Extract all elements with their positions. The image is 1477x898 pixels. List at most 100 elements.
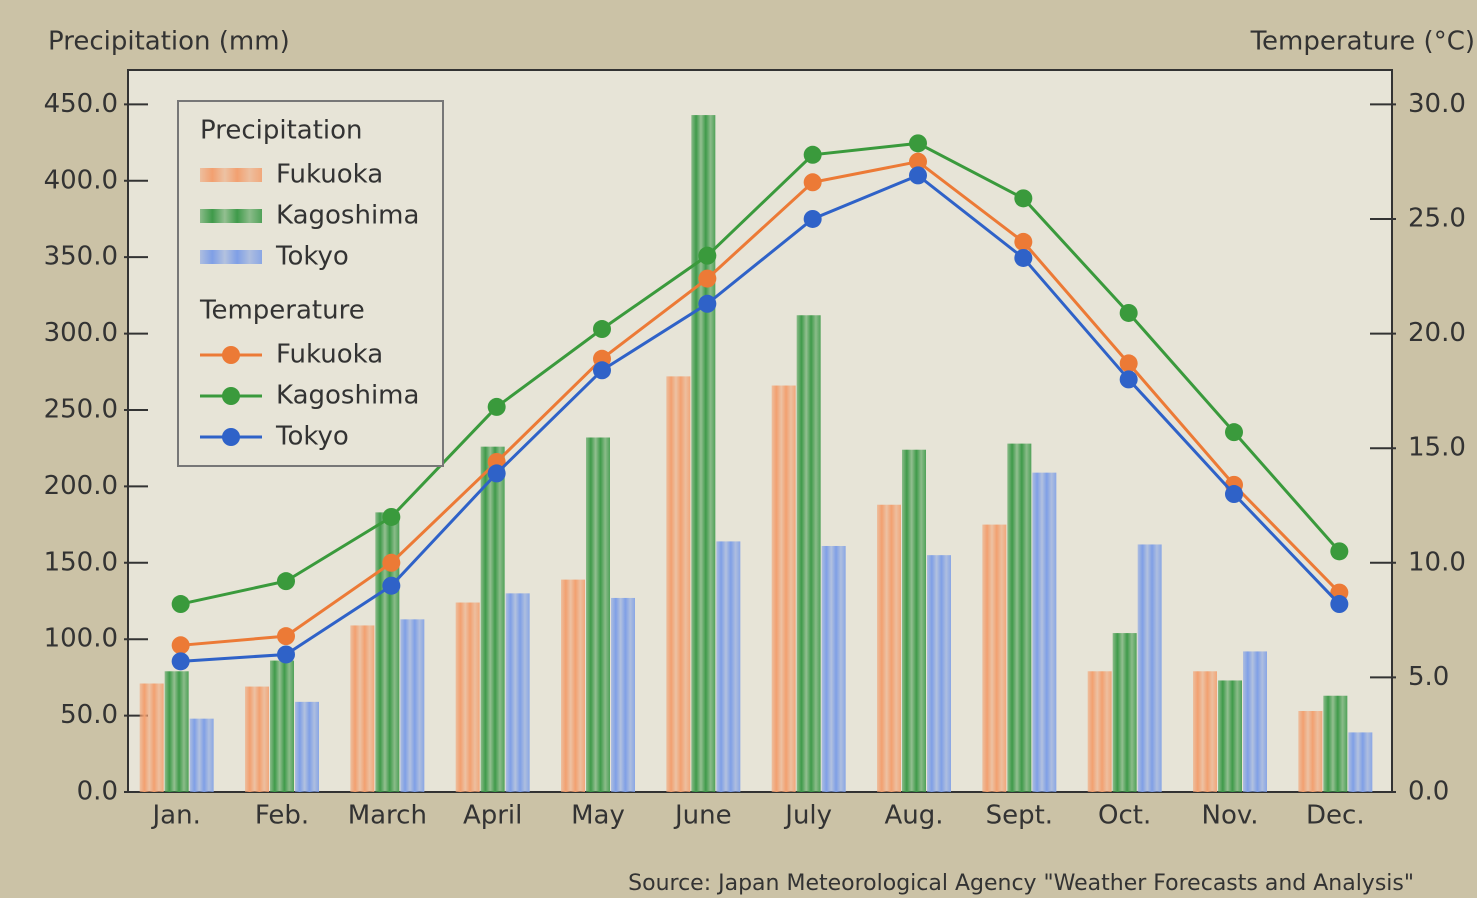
bar (666, 376, 691, 792)
line-marker (1014, 248, 1033, 267)
line-marker (698, 269, 717, 288)
x-tick-label: June (673, 801, 732, 831)
line-marker (1014, 232, 1033, 251)
bar (691, 115, 716, 792)
line-marker (382, 576, 401, 595)
x-tick-label: Feb. (255, 801, 309, 831)
bar (480, 446, 505, 792)
line-marker (1225, 485, 1243, 504)
bar (902, 449, 926, 792)
legend-swatch (222, 387, 240, 405)
line (180, 160, 1341, 647)
line-marker (1330, 595, 1349, 614)
legend-swatch (200, 168, 262, 182)
y2-tick-label: 15.0 (1408, 433, 1466, 463)
line-marker (487, 397, 506, 416)
bar (1007, 443, 1032, 792)
bar (561, 579, 585, 792)
line-marker (1330, 542, 1349, 561)
legend-box (177, 100, 444, 467)
bar (927, 555, 951, 792)
y-tick-label: 50.0 (60, 700, 118, 730)
legend-title: Precipitation (200, 116, 363, 146)
line-marker (593, 361, 611, 380)
source-note: Source: Japan Meteorological Agency "Wea… (628, 871, 1414, 896)
line-marker (277, 645, 295, 664)
bar (270, 660, 294, 792)
x-tick-label: April (463, 801, 522, 831)
bar (821, 545, 846, 792)
y2-tick-label: 0.0 (1408, 777, 1449, 807)
line-marker (803, 145, 822, 164)
y-axis-title: Precipitation (mm) (48, 27, 290, 57)
y-tick-label: 200.0 (44, 471, 118, 501)
bar (877, 504, 901, 792)
bar (375, 512, 400, 792)
line (180, 173, 1341, 663)
x-tick-label: May (571, 801, 625, 831)
bar (455, 602, 480, 792)
bar (350, 625, 375, 792)
line-marker (1119, 354, 1138, 373)
bar (164, 671, 189, 792)
legend-title: Temperature (199, 296, 365, 326)
legend-label: Fukuoka (276, 160, 383, 190)
x-tick-label: July (783, 801, 832, 831)
x-tick-label: Jan. (150, 801, 200, 831)
legend-label: Kagoshima (276, 381, 419, 411)
x-tick-label: Sept. (986, 801, 1053, 831)
legend-swatch (200, 209, 262, 223)
bar (1348, 732, 1373, 792)
bar (1323, 695, 1348, 792)
y2-tick-label: 30.0 (1408, 89, 1466, 119)
bar (1087, 671, 1112, 792)
line-marker (171, 595, 190, 614)
bar (1298, 711, 1323, 792)
y-tick-label: 400.0 (44, 165, 118, 195)
y2-tick-label: 20.0 (1408, 318, 1466, 348)
bar (295, 701, 319, 792)
line-marker (487, 464, 506, 483)
legend-swatch (222, 428, 240, 446)
line-marker (1119, 370, 1138, 389)
legend-label: Tokyo (275, 422, 349, 452)
y-tick-label: 300.0 (44, 318, 118, 348)
bar (139, 683, 164, 792)
line-marker (1119, 303, 1138, 322)
bar (1193, 671, 1217, 792)
line-marker (593, 320, 611, 339)
bar (586, 437, 610, 792)
x-tick-label: March (348, 801, 427, 831)
bar (716, 541, 741, 792)
y2-tick-label: 5.0 (1408, 662, 1449, 692)
line-marker (698, 294, 717, 313)
bar (245, 686, 269, 792)
bar (1032, 472, 1057, 792)
legend-label: Tokyo (275, 242, 349, 272)
y-tick-label: 150.0 (44, 547, 118, 577)
bar (1243, 651, 1267, 792)
bar (400, 619, 425, 792)
line-marker (909, 134, 927, 153)
y2-tick-label: 10.0 (1408, 547, 1466, 577)
bar (1112, 633, 1137, 792)
bar (505, 593, 530, 792)
y-tick-label: 0.0 (77, 777, 118, 807)
bar (1137, 544, 1162, 792)
line-marker (909, 152, 927, 171)
x-tick-label: Aug. (884, 801, 943, 831)
x-tick-label: Nov. (1202, 801, 1259, 831)
legend-swatch (200, 250, 262, 264)
line-marker (277, 627, 295, 646)
line-marker (1225, 423, 1243, 442)
y2-tick-label: 25.0 (1408, 203, 1466, 233)
bar (1218, 680, 1242, 792)
line-marker (277, 572, 295, 591)
bar (189, 718, 214, 792)
line-marker (171, 636, 190, 655)
y-tick-label: 450.0 (44, 89, 118, 119)
line-marker (1014, 189, 1033, 208)
legend-label: Fukuoka (276, 340, 383, 370)
